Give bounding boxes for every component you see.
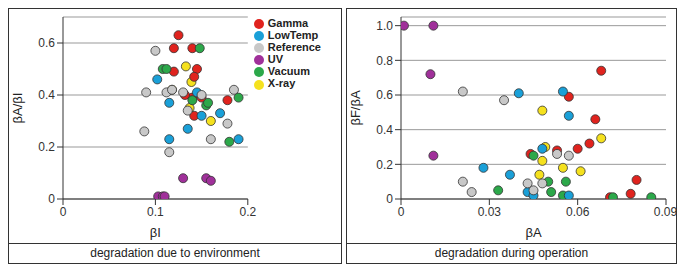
svg-text:βI: βI: [150, 225, 161, 240]
svg-text:0.2: 0.2: [38, 140, 55, 154]
svg-text:0.2: 0.2: [376, 158, 393, 172]
html-text:Vacuum: Vacuum: [267, 65, 310, 78]
svg-text:0.6: 0.6: [38, 36, 55, 50]
svg-text:0.2: 0.2: [239, 205, 256, 219]
svg-text:0.6: 0.6: [376, 88, 393, 102]
svg-text:0: 0: [398, 205, 405, 219]
svg-text:βF/βA: βF/βA: [348, 90, 363, 126]
html-text:degradation during operation: degradation during operation: [434, 246, 589, 260]
svg-text:0.4: 0.4: [376, 123, 393, 137]
html-text:Gamma: Gamma: [267, 17, 309, 29]
html-text:degradation due to environment: degradation due to environment: [90, 246, 260, 260]
svg-text:0: 0: [386, 192, 393, 206]
html-text:UV: UV: [267, 53, 284, 66]
svg-text:0: 0: [48, 192, 55, 206]
svg-text:0: 0: [60, 205, 67, 219]
svg-text:0.1: 0.1: [147, 205, 164, 219]
svg-text:1.0: 1.0: [376, 19, 393, 33]
svg-text:0.06: 0.06: [566, 205, 590, 219]
svg-text:0.09: 0.09: [654, 205, 676, 219]
html-text:Reference: Reference: [267, 41, 321, 54]
html-text:LowTemp: LowTemp: [267, 29, 319, 42]
svg-text:0.03: 0.03: [478, 205, 502, 219]
html-text:X-ray: X-ray: [267, 77, 296, 90]
svg-text:0.4: 0.4: [38, 88, 55, 102]
svg-text:βA: βA: [525, 225, 541, 240]
svg-text:0.8: 0.8: [376, 54, 393, 68]
svg-text:βA/βI: βA/βI: [10, 93, 25, 124]
